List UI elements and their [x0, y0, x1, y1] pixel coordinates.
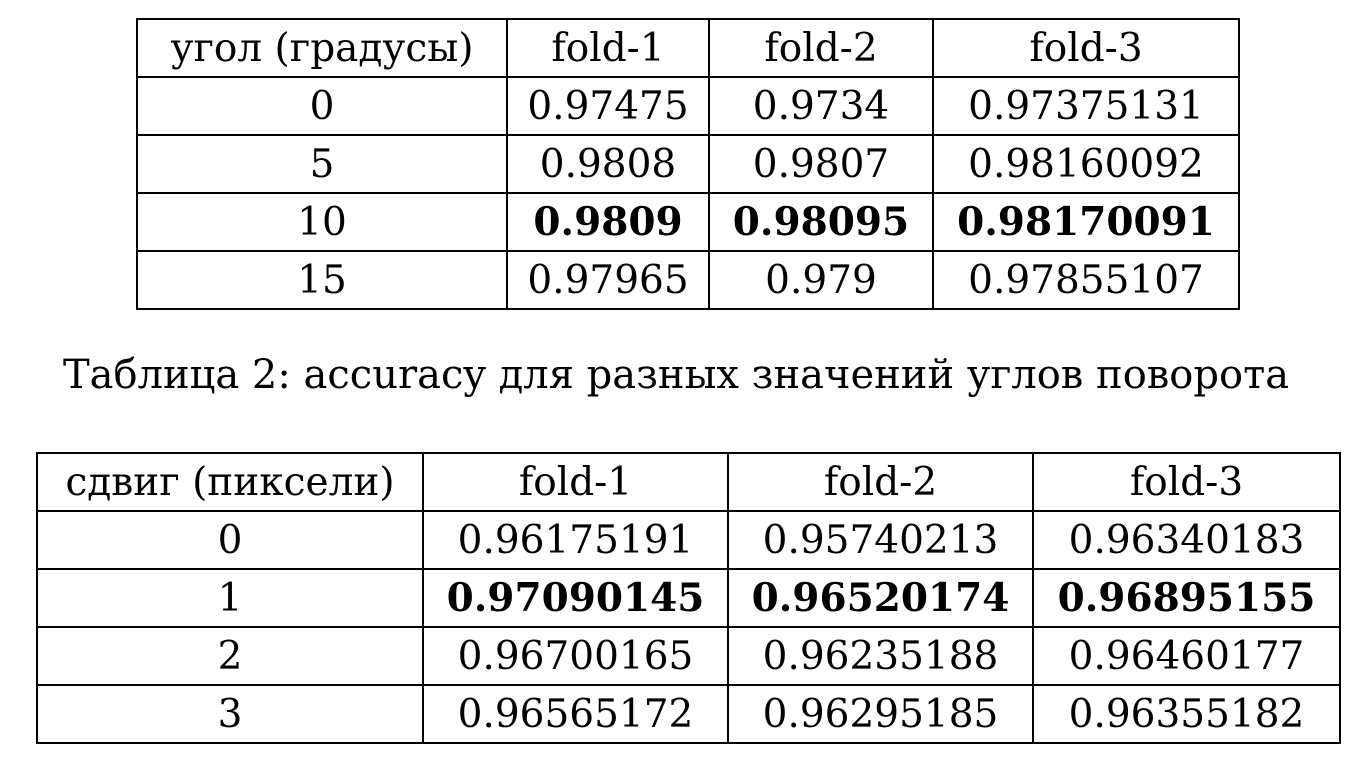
- column-header: fold-1: [506, 18, 710, 78]
- value-cell: 0.9807: [708, 134, 934, 194]
- value-cell: 0.97375131: [932, 76, 1240, 136]
- table-row: 5 0.9808 0.9807 0.98160092: [136, 134, 1240, 194]
- value-cell: 0.96460177: [1032, 626, 1341, 686]
- value-cell: 0.96700165: [422, 626, 729, 686]
- value-cell: 0.96235188: [727, 626, 1034, 686]
- value-cell: 0.979: [708, 250, 934, 310]
- row-key-cell: 0: [136, 76, 508, 136]
- row-key-cell: 1: [36, 568, 424, 628]
- value-cell: 0.98160092: [932, 134, 1240, 194]
- value-cell: 0.97965: [506, 250, 710, 310]
- column-header: fold-1: [422, 452, 729, 512]
- rotation-angle-table: угол (градусы) fold-1 fold-2 fold-3 0 0.…: [136, 18, 1240, 310]
- row-key-cell: 3: [36, 684, 424, 744]
- table-row: 3 0.96565172 0.96295185 0.96355182: [36, 684, 1341, 744]
- pixel-shift-table: сдвиг (пиксели) fold-1 fold-2 fold-3 0 0…: [36, 452, 1341, 744]
- column-header: fold-2: [708, 18, 934, 78]
- value-cell-best: 0.98170091: [932, 192, 1240, 252]
- value-cell: 0.9734: [708, 76, 934, 136]
- table-row-best: 10 0.9809 0.98095 0.98170091: [136, 192, 1240, 252]
- column-header: fold-2: [727, 452, 1034, 512]
- table-row: 0 0.96175191 0.95740213 0.96340183: [36, 510, 1341, 570]
- column-header: сдвиг (пиксели): [36, 452, 424, 512]
- table-caption: Таблица 2: accuracy для разных значений …: [62, 352, 1290, 398]
- value-cell: 0.96565172: [422, 684, 729, 744]
- table-row-best: 1 0.97090145 0.96520174 0.96895155: [36, 568, 1341, 628]
- row-key-cell: 10: [136, 192, 508, 252]
- value-cell-best: 0.9809: [506, 192, 710, 252]
- row-key-cell: 2: [36, 626, 424, 686]
- column-header: fold-3: [932, 18, 1240, 78]
- row-key-cell: 15: [136, 250, 508, 310]
- row-key-cell: 5: [136, 134, 508, 194]
- value-cell-best: 0.96895155: [1032, 568, 1341, 628]
- value-cell: 0.97855107: [932, 250, 1240, 310]
- table-row: 0 0.97475 0.9734 0.97375131: [136, 76, 1240, 136]
- value-cell: 0.97475: [506, 76, 710, 136]
- value-cell: 0.9808: [506, 134, 710, 194]
- value-cell: 0.96295185: [727, 684, 1034, 744]
- value-cell: 0.96340183: [1032, 510, 1341, 570]
- value-cell-best: 0.97090145: [422, 568, 729, 628]
- table-row: 15 0.97965 0.979 0.97855107: [136, 250, 1240, 310]
- column-header: угол (градусы): [136, 18, 508, 78]
- table-row: 2 0.96700165 0.96235188 0.96460177: [36, 626, 1341, 686]
- row-key-cell: 0: [36, 510, 424, 570]
- table-header-row: сдвиг (пиксели) fold-1 fold-2 fold-3: [36, 452, 1341, 512]
- table-header-row: угол (градусы) fold-1 fold-2 fold-3: [136, 18, 1240, 78]
- value-cell: 0.95740213: [727, 510, 1034, 570]
- value-cell-best: 0.98095: [708, 192, 934, 252]
- column-header: fold-3: [1032, 452, 1341, 512]
- value-cell: 0.96355182: [1032, 684, 1341, 744]
- value-cell-best: 0.96520174: [727, 568, 1034, 628]
- value-cell: 0.96175191: [422, 510, 729, 570]
